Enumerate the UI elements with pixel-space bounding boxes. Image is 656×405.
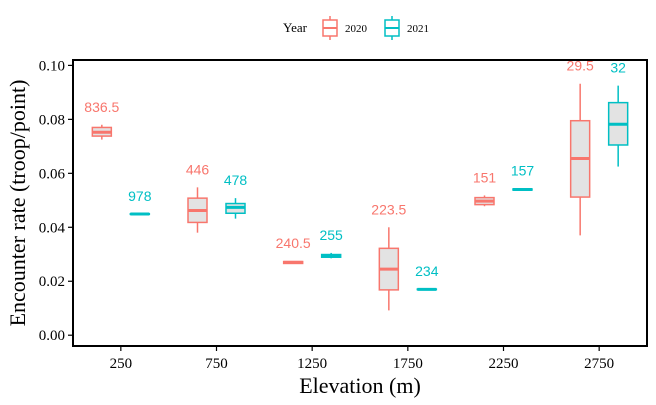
box-series xyxy=(91,83,629,311)
box-2021-1750 xyxy=(416,287,438,291)
sample-size-label: 240.5 xyxy=(276,235,311,251)
sample-size-label: 836.5 xyxy=(84,99,119,115)
box-2021-250 xyxy=(129,212,151,216)
x-tick-label: 2250 xyxy=(489,356,519,372)
sample-size-label: 234 xyxy=(415,263,439,279)
sample-size-label: 157 xyxy=(511,163,535,179)
sample-size-label: 29.5 xyxy=(567,58,594,74)
sample-size-label: 32 xyxy=(610,60,626,76)
box-annotations: 836.5 446 240.5 223.5 151 29.5 978 478 255 234 157… xyxy=(84,58,626,279)
y-tick-label: 0.00 xyxy=(39,328,65,344)
box-2020-2750 xyxy=(569,83,591,236)
x-tick-label: 1750 xyxy=(393,356,423,372)
legend: Year 2020 2021 xyxy=(283,16,429,40)
legend-key-2021 xyxy=(384,16,400,40)
legend-label-2021: 2021 xyxy=(407,23,429,35)
box-2020-2250 xyxy=(474,195,495,207)
plot-panel xyxy=(72,59,648,347)
y-tick-label: 0.10 xyxy=(39,58,65,74)
box-2020-750 xyxy=(187,187,208,233)
box-2020-250 xyxy=(91,124,113,140)
y-tick-label: 0.06 xyxy=(39,166,66,182)
box-2021-2750 xyxy=(607,85,629,167)
box-2021-750 xyxy=(225,198,246,219)
y-axis-title: Encounter rate (troop/point) xyxy=(5,80,30,327)
sample-size-label: 151 xyxy=(473,169,497,185)
box-2021-2250 xyxy=(512,188,533,192)
x-axis: 250 750 1250 1750 2250 2750 xyxy=(110,346,614,372)
x-tick-label: 250 xyxy=(110,356,133,372)
sample-size-label: 446 xyxy=(186,161,210,177)
x-tick-label: 1250 xyxy=(297,356,327,372)
legend-key-2020 xyxy=(322,16,338,40)
sample-size-label: 255 xyxy=(319,227,343,243)
y-axis: 0.00 0.02 0.04 0.06 0.08 0.10 xyxy=(39,58,73,344)
box-2020-1750 xyxy=(378,227,400,311)
y-tick-label: 0.04 xyxy=(39,220,66,236)
x-axis-title: Elevation (m) xyxy=(299,373,421,398)
sample-size-label: 978 xyxy=(128,188,152,204)
legend-label-2020: 2020 xyxy=(345,23,368,35)
sample-size-label: 223.5 xyxy=(371,201,406,217)
sample-size-label: 478 xyxy=(224,172,248,188)
y-tick-label: 0.08 xyxy=(39,112,65,128)
x-tick-label: 2750 xyxy=(584,356,614,372)
box-2021-1250 xyxy=(320,252,342,259)
legend-title: Year xyxy=(283,20,308,35)
box-2020-1250 xyxy=(282,260,304,265)
y-tick-label: 0.02 xyxy=(39,274,65,290)
x-tick-label: 750 xyxy=(205,356,228,372)
